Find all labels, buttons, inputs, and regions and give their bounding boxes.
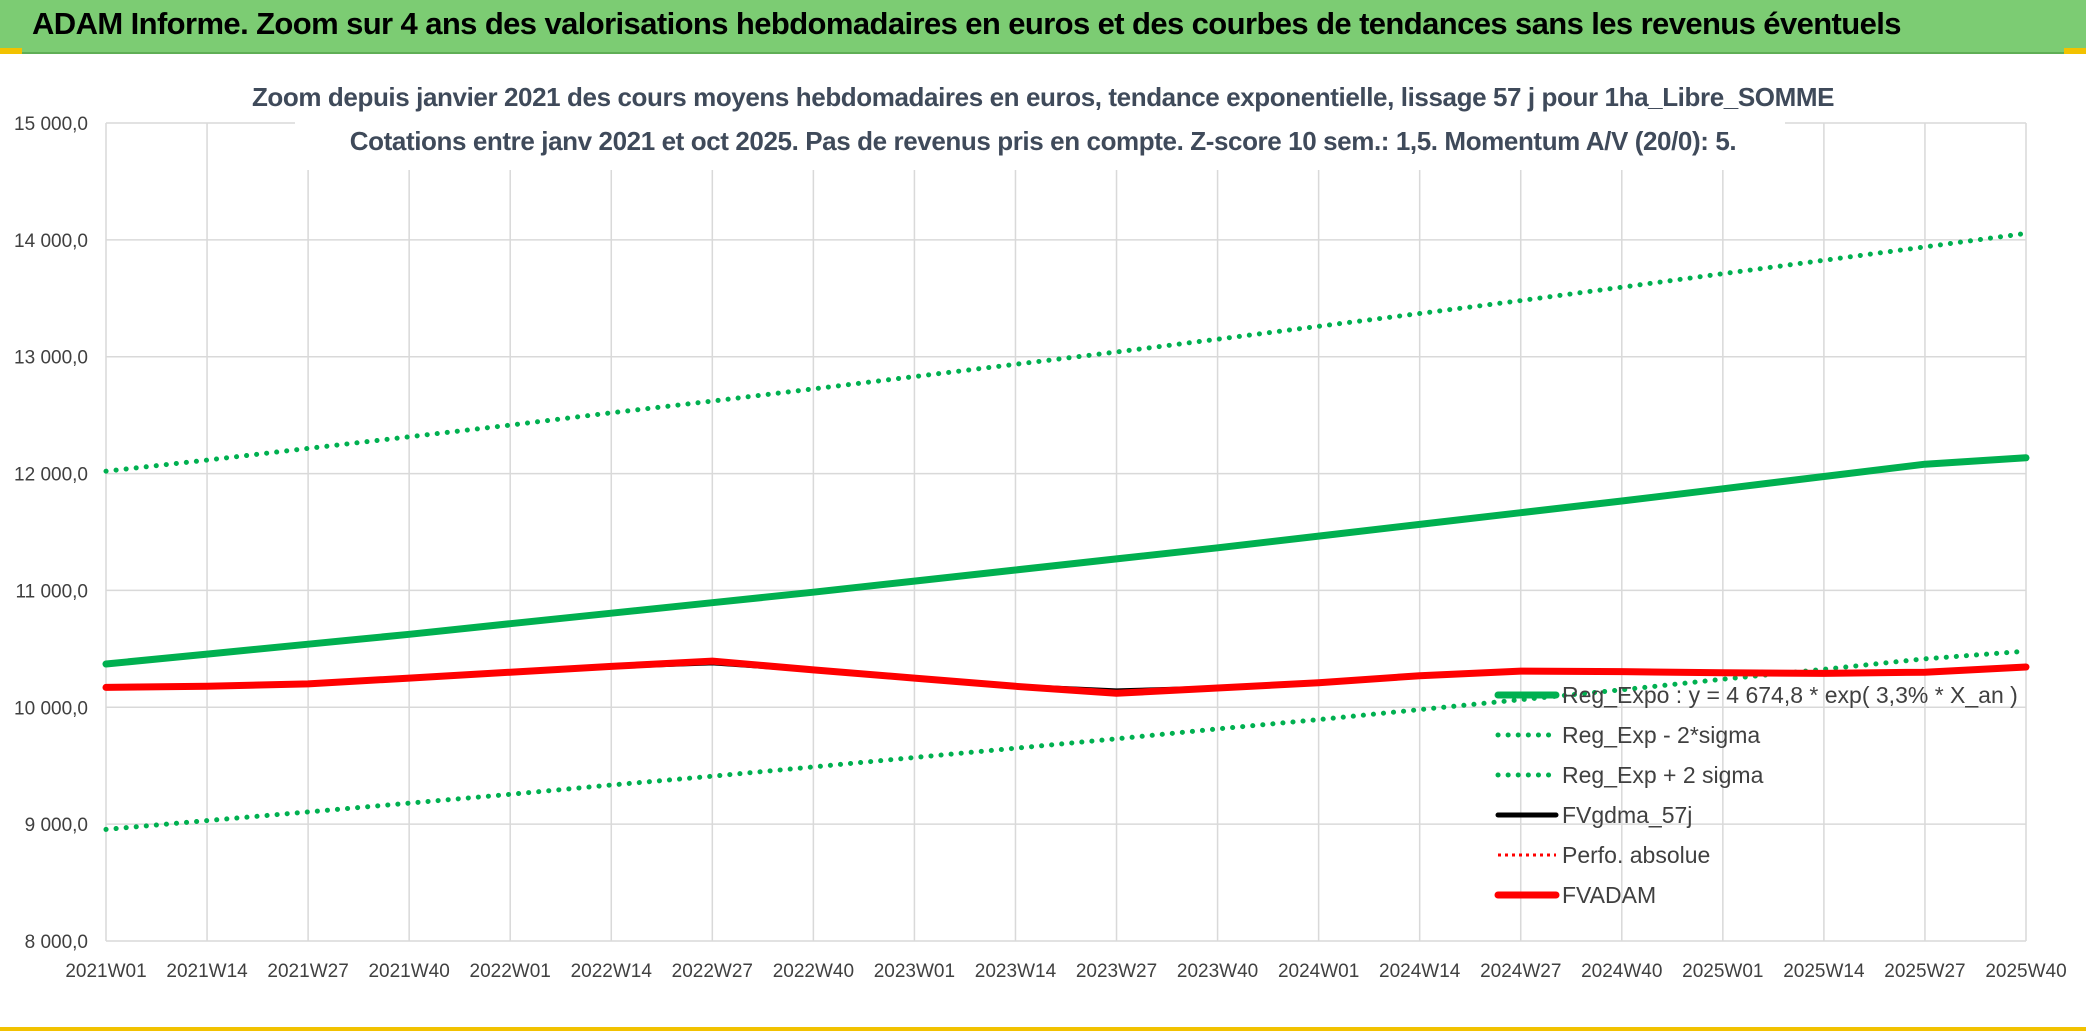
x-tick-label: 2021W40 <box>368 961 449 982</box>
x-tick-label: 2025W14 <box>1783 961 1865 982</box>
x-tick-label: 2023W01 <box>874 961 955 982</box>
gridlines <box>105 122 2027 942</box>
y-axis-tick-labels: 8 000,0 9 000,0 10 000,0 11 000,0 12 000,0 13… <box>14 114 88 953</box>
series-line-2 <box>103 648 2029 832</box>
x-tick-label: 2022W14 <box>571 961 653 982</box>
series-line-1 <box>102 454 2030 668</box>
y-tick-label: 15 000,0 <box>14 114 88 135</box>
x-tick-label: 2024W27 <box>1480 961 1561 982</box>
x-tick-label: 2021W01 <box>65 961 146 982</box>
x-tick-label: 2022W27 <box>672 961 753 982</box>
y-tick-label: 10 000,0 <box>14 698 88 719</box>
y-tick-label: 13 000,0 <box>14 348 88 369</box>
report-title: ADAM Informe. Zoom sur 4 ans des valoris… <box>32 6 1902 41</box>
series-line-3 <box>103 230 2029 474</box>
banner-corner-accent-left <box>0 48 22 54</box>
x-tick-label: 2024W01 <box>1278 961 1359 982</box>
x-tick-label: 2021W27 <box>267 961 348 982</box>
legend-label: Reg_Expo : y = 4 674,8 * exp( 3,3% * X_a… <box>1562 682 2018 708</box>
y-tick-label: 14 000,0 <box>14 231 88 252</box>
x-tick-label: 2024W14 <box>1379 961 1461 982</box>
y-tick-label: 11 000,0 <box>15 581 88 602</box>
x-axis-tick-labels: 2021W01 2021W14 2021W27 2021W40 2022W01 2022W… <box>65 961 2066 982</box>
x-tick-label: 2024W40 <box>1581 961 1662 982</box>
x-tick-label: 2023W14 <box>975 961 1057 982</box>
banner-corner-accent-right <box>2064 48 2086 54</box>
legend-label: Reg_Exp + 2 sigma <box>1562 762 1764 788</box>
x-tick-label: 2025W40 <box>1985 961 2066 982</box>
legend-label: FVADAM <box>1562 882 1656 908</box>
report-banner: ADAM Informe. Zoom sur 4 ans des valoris… <box>0 0 2086 54</box>
series-lines <box>102 230 2030 832</box>
legend: Reg_Expo : y = 4 674,8 * exp( 3,3% * X_a… <box>1494 682 2018 908</box>
x-tick-label: 2023W27 <box>1076 961 1157 982</box>
x-tick-label: 2021W14 <box>166 961 248 982</box>
x-tick-label: 2025W01 <box>1682 961 1763 982</box>
x-tick-label: 2025W27 <box>1884 961 1965 982</box>
y-tick-label: 12 000,0 <box>14 465 88 486</box>
series-line-6 <box>102 657 2030 697</box>
x-tick-label: 2022W40 <box>773 961 854 982</box>
x-tick-label: 2023W40 <box>1177 961 1258 982</box>
legend-label: Reg_Exp - 2*sigma <box>1562 722 1760 748</box>
y-tick-label: 8 000,0 <box>25 932 88 953</box>
legend-label: FVgdma_57j <box>1562 802 1692 828</box>
bottom-accent-border <box>0 1027 2086 1031</box>
legend-label: Perfo. absolue <box>1562 842 1710 868</box>
x-tick-label: 2022W01 <box>470 961 551 982</box>
y-tick-label: 9 000,0 <box>25 815 88 836</box>
